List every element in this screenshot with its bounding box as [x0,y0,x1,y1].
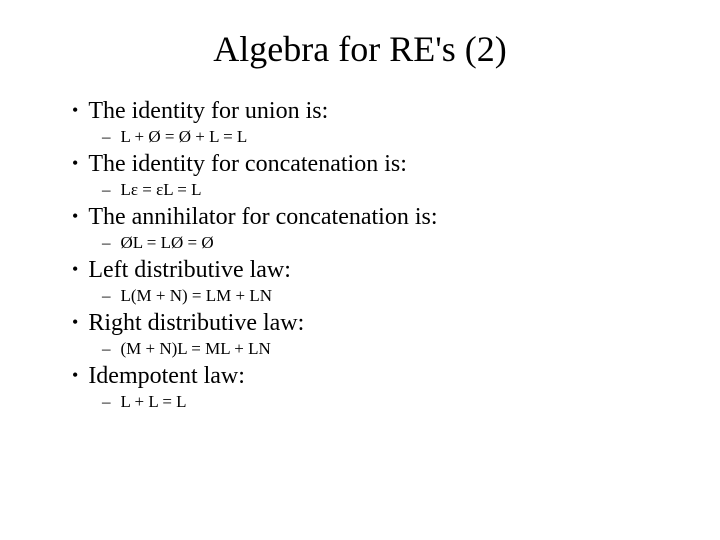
dash-marker: – [102,127,111,147]
dash-marker: – [102,392,111,412]
sub-text: (M + N)L = ML + LN [121,339,271,359]
bullet-marker: • [72,257,78,281]
bullet-item: • Right distributive law: [72,310,660,337]
bullet-marker: • [72,363,78,387]
bullet-text: The identity for concatenation is: [88,151,407,178]
sub-text: L + L = L [121,392,187,412]
dash-marker: – [102,180,111,200]
dash-marker: – [102,286,111,306]
bullet-item: • The identity for concatenation is: [72,151,660,178]
bullet-text: The annihilator for concatenation is: [88,204,437,231]
sub-item: – Lε = εL = L [102,180,660,200]
content-area: • The identity for union is: – L + Ø = Ø… [60,98,660,412]
dash-marker: – [102,339,111,359]
bullet-marker: • [72,151,78,175]
dash-marker: – [102,233,111,253]
sub-item: – L + L = L [102,392,660,412]
sub-item: – ØL = LØ = Ø [102,233,660,253]
bullet-item: • Idempotent law: [72,363,660,390]
sub-text: L(M + N) = LM + LN [121,286,273,306]
bullet-text: Left distributive law: [88,257,291,284]
bullet-item: • Left distributive law: [72,257,660,284]
bullet-text: The identity for union is: [88,98,328,125]
bullet-text: Idempotent law: [88,363,245,390]
sub-item: – (M + N)L = ML + LN [102,339,660,359]
bullet-marker: • [72,310,78,334]
bullet-marker: • [72,204,78,228]
sub-item: – L + Ø = Ø + L = L [102,127,660,147]
sub-text: L + Ø = Ø + L = L [121,127,248,147]
bullet-text: Right distributive law: [88,310,304,337]
sub-text: Lε = εL = L [121,180,202,200]
bullet-item: • The annihilator for concatenation is: [72,204,660,231]
sub-item: – L(M + N) = LM + LN [102,286,660,306]
bullet-item: • The identity for union is: [72,98,660,125]
bullet-marker: • [72,98,78,122]
slide-title: Algebra for RE's (2) [60,28,660,70]
sub-text: ØL = LØ = Ø [121,233,214,253]
